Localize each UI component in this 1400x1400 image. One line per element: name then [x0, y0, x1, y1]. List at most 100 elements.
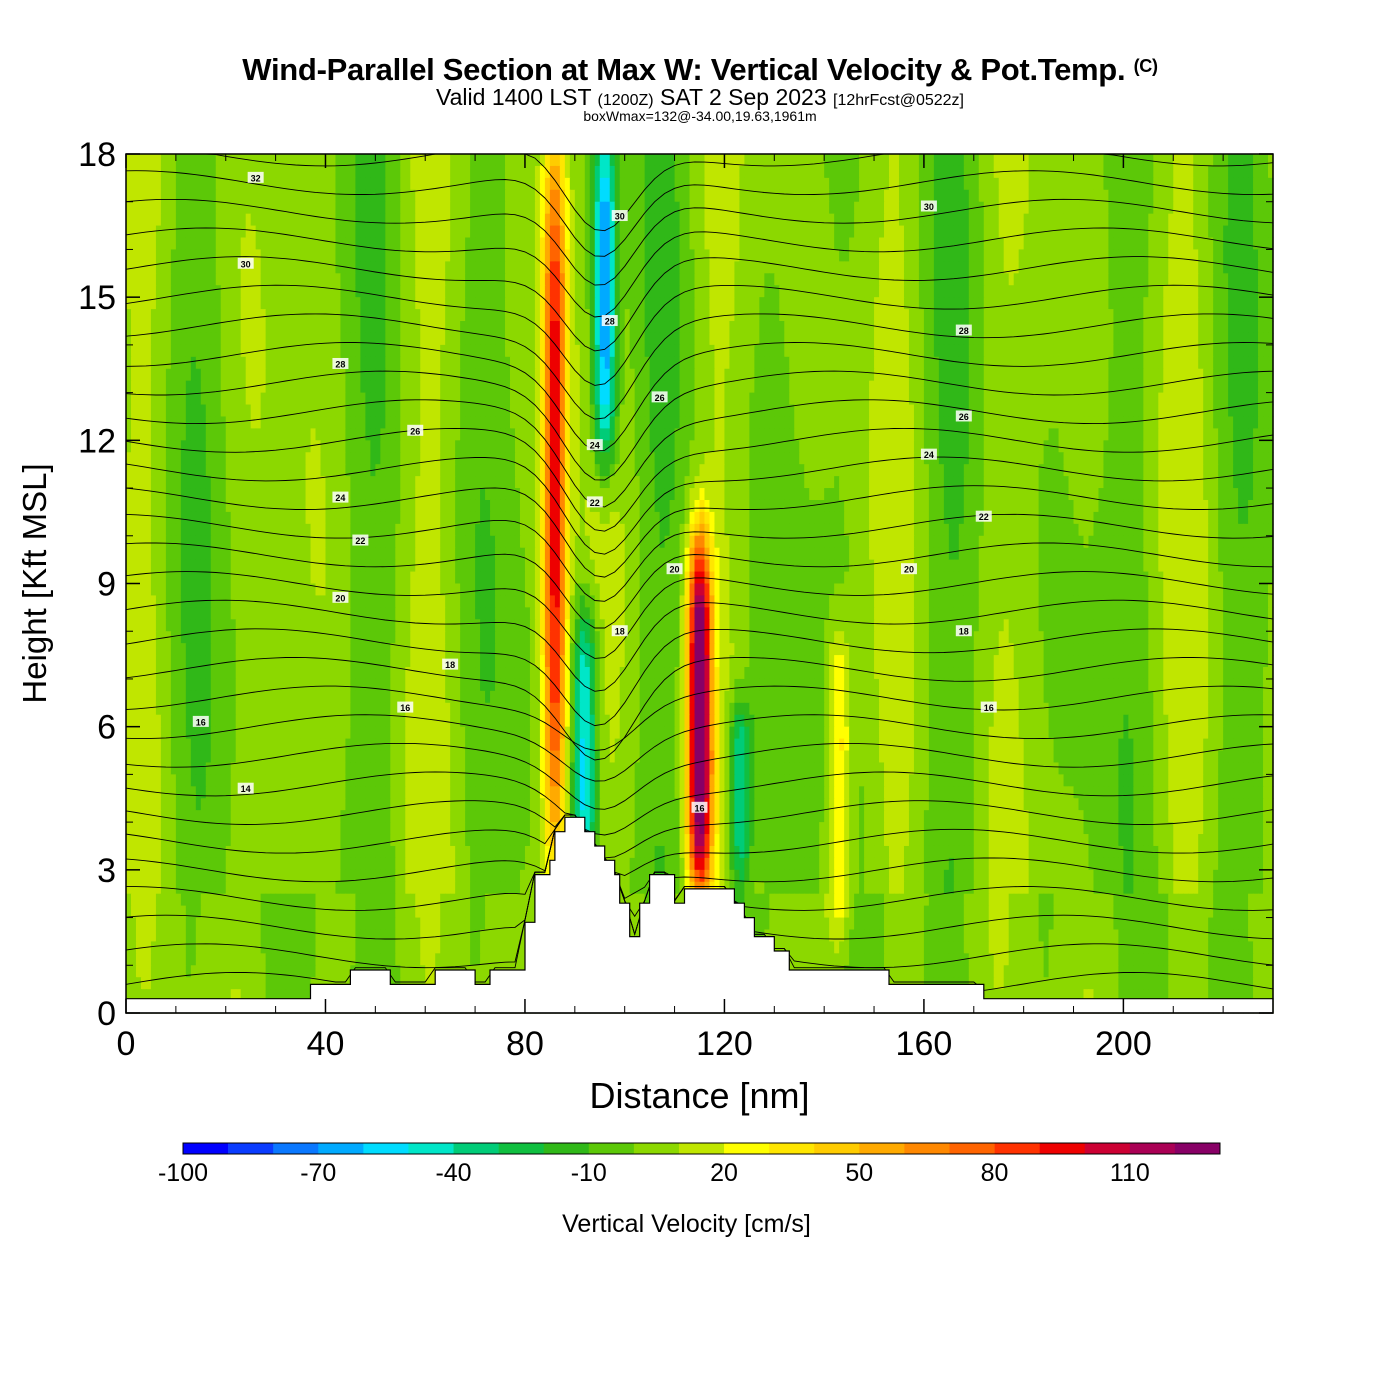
velocity-cell	[250, 380, 257, 394]
velocity-cell	[505, 297, 511, 310]
velocity-cell	[1168, 237, 1174, 251]
velocity-cell	[1068, 297, 1075, 310]
velocity-cell	[126, 344, 132, 358]
velocity-cell	[435, 344, 441, 358]
velocity-cell	[1248, 201, 1254, 215]
velocity-cell	[1013, 380, 1020, 394]
velocity-cell	[699, 213, 706, 227]
velocity-cell	[679, 321, 686, 334]
velocity-cell	[245, 344, 252, 358]
velocity-cell	[913, 344, 920, 358]
velocity-cell	[993, 380, 1000, 394]
velocity-cell	[320, 380, 327, 394]
velocity-cell	[609, 201, 616, 215]
velocity-cell	[1068, 332, 1075, 346]
velocity-cell	[150, 368, 157, 382]
velocity-cell	[415, 404, 421, 418]
velocity-cell	[779, 165, 785, 179]
velocity-cell	[280, 404, 287, 418]
velocity-cell	[145, 392, 152, 406]
velocity-cell	[255, 237, 262, 251]
velocity-cell	[275, 392, 282, 406]
velocity-cell	[230, 356, 237, 370]
velocity-cell	[350, 344, 356, 358]
velocity-cell	[544, 165, 551, 179]
velocity-cell	[584, 249, 591, 262]
velocity-cell	[1188, 225, 1194, 239]
velocity-cell	[729, 392, 736, 406]
velocity-cell	[659, 380, 666, 394]
velocity-cell	[380, 237, 386, 251]
velocity-cell	[440, 261, 446, 274]
velocity-cell	[1108, 368, 1115, 382]
velocity-cell	[1153, 285, 1159, 298]
velocity-cell	[549, 154, 556, 167]
velocity-cell	[534, 273, 541, 286]
velocity-cell	[375, 237, 381, 251]
velocity-cell	[390, 356, 396, 370]
velocity-cell	[918, 261, 925, 274]
velocity-cell	[305, 356, 312, 370]
velocity-cell	[310, 177, 317, 191]
velocity-cell	[609, 368, 616, 382]
velocity-cell	[415, 213, 421, 227]
velocity-cell	[908, 201, 915, 215]
velocity-cell	[305, 201, 312, 215]
velocity-cell	[140, 273, 147, 286]
velocity-cell	[485, 332, 491, 346]
velocity-cell	[210, 273, 217, 286]
velocity-cell	[290, 201, 297, 215]
velocity-cell	[225, 356, 232, 370]
velocity-cell	[779, 380, 785, 394]
velocity-cell	[195, 273, 202, 286]
velocity-cell	[220, 297, 227, 310]
velocity-cell	[898, 213, 905, 227]
velocity-cell	[180, 368, 187, 382]
velocity-cell	[425, 261, 431, 274]
velocity-cell	[759, 154, 765, 167]
velocity-cell	[230, 177, 237, 191]
velocity-cell	[978, 237, 985, 251]
velocity-cell	[365, 225, 371, 239]
velocity-cell	[140, 321, 147, 334]
velocity-cell	[884, 392, 890, 406]
velocity-cell	[290, 404, 297, 418]
velocity-cell	[559, 154, 566, 167]
velocity-cell	[1158, 380, 1164, 394]
velocity-cell	[380, 189, 386, 203]
velocity-cell	[988, 356, 995, 370]
velocity-cell	[1033, 321, 1040, 334]
velocity-cell	[684, 368, 691, 382]
velocity-cell	[510, 344, 516, 358]
velocity-cell	[420, 261, 426, 274]
velocity-cell	[470, 380, 476, 394]
velocity-cell	[260, 380, 267, 394]
velocity-cell	[973, 249, 980, 262]
velocity-cell	[679, 189, 686, 203]
velocity-cell	[908, 380, 915, 394]
velocity-cell	[554, 356, 561, 370]
velocity-cell	[619, 225, 626, 239]
velocity-cell	[290, 165, 297, 179]
velocity-cell	[150, 309, 157, 322]
velocity-cell	[1158, 285, 1164, 298]
velocity-cell	[913, 261, 920, 274]
velocity-cell	[1203, 392, 1209, 406]
velocity-cell	[759, 380, 765, 394]
velocity-cell	[260, 321, 267, 334]
velocity-cell	[1033, 344, 1040, 358]
velocity-cell	[988, 261, 995, 274]
velocity-cell	[465, 213, 471, 227]
velocity-cell	[1153, 249, 1159, 262]
velocity-cell	[345, 368, 352, 382]
velocity-cell	[295, 273, 302, 286]
velocity-cell	[589, 368, 596, 382]
velocity-cell	[774, 380, 780, 394]
velocity-cell	[460, 356, 466, 370]
velocity-cell	[1128, 344, 1134, 358]
velocity-cell	[285, 332, 292, 346]
velocity-cell	[1043, 165, 1050, 179]
velocity-cell	[1123, 297, 1129, 310]
velocity-cell	[729, 237, 736, 251]
velocity-cell	[524, 213, 531, 227]
